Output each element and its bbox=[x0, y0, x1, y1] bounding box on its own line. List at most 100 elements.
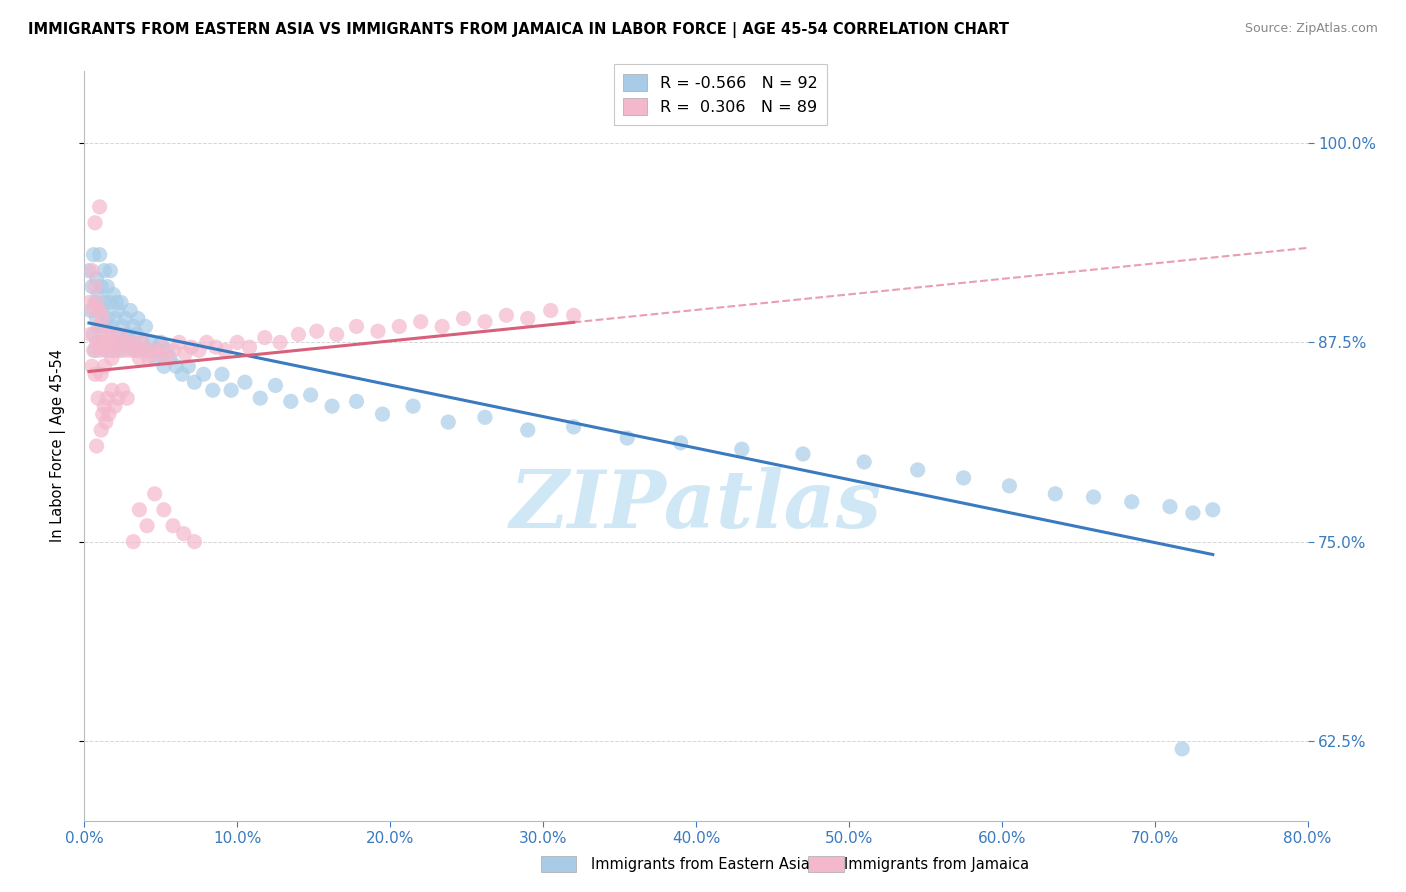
Point bbox=[1045, 487, 1067, 501]
Point bbox=[124, 343, 146, 358]
Point bbox=[150, 340, 173, 354]
Point bbox=[321, 399, 343, 413]
Point bbox=[104, 311, 127, 326]
Point bbox=[112, 343, 135, 358]
Point bbox=[474, 315, 496, 329]
Point bbox=[101, 351, 124, 366]
Point bbox=[1121, 495, 1143, 509]
Point bbox=[89, 200, 111, 214]
Point bbox=[128, 502, 150, 516]
Point bbox=[952, 471, 974, 485]
Point bbox=[388, 319, 411, 334]
Point bbox=[107, 335, 129, 350]
Point bbox=[101, 319, 124, 334]
Point bbox=[86, 439, 108, 453]
Point bbox=[193, 368, 215, 382]
Point bbox=[105, 295, 128, 310]
Point bbox=[346, 319, 368, 334]
Point bbox=[103, 287, 125, 301]
Point bbox=[97, 407, 120, 421]
Point bbox=[80, 279, 103, 293]
Point bbox=[183, 534, 205, 549]
Point bbox=[853, 455, 876, 469]
Point bbox=[84, 216, 107, 230]
Point bbox=[1083, 490, 1105, 504]
Text: Immigrants from Jamaica: Immigrants from Jamaica bbox=[844, 857, 1029, 872]
Point bbox=[233, 376, 256, 390]
Point bbox=[93, 335, 115, 350]
Point bbox=[180, 340, 202, 354]
Point bbox=[122, 335, 145, 350]
Point bbox=[107, 391, 129, 405]
Point bbox=[201, 383, 224, 397]
Point bbox=[83, 303, 105, 318]
Point bbox=[101, 383, 124, 397]
Point bbox=[91, 311, 114, 326]
Point bbox=[96, 343, 118, 358]
Point bbox=[205, 340, 228, 354]
Point bbox=[79, 327, 101, 342]
Point bbox=[219, 383, 242, 397]
Point bbox=[87, 391, 110, 405]
Point bbox=[136, 518, 159, 533]
Point bbox=[172, 368, 194, 382]
Point bbox=[121, 335, 143, 350]
Point bbox=[91, 303, 114, 318]
Point bbox=[84, 279, 107, 293]
Point bbox=[516, 423, 538, 437]
Point bbox=[93, 263, 115, 277]
Point bbox=[91, 335, 114, 350]
Point bbox=[402, 399, 425, 413]
Point bbox=[128, 343, 150, 358]
Point bbox=[77, 263, 100, 277]
Point bbox=[731, 442, 754, 457]
Point bbox=[143, 487, 166, 501]
Point bbox=[156, 343, 179, 358]
Point bbox=[165, 359, 187, 374]
Point bbox=[907, 463, 929, 477]
Point bbox=[128, 351, 150, 366]
Point bbox=[94, 415, 117, 429]
Point bbox=[540, 303, 562, 318]
Point bbox=[280, 394, 302, 409]
Point bbox=[174, 346, 197, 360]
Point bbox=[238, 340, 260, 354]
Point bbox=[83, 327, 105, 342]
Point bbox=[195, 335, 218, 350]
Point bbox=[110, 327, 132, 342]
Point bbox=[89, 343, 111, 358]
Point bbox=[453, 311, 475, 326]
Point bbox=[371, 407, 394, 421]
Point bbox=[669, 435, 692, 450]
Point bbox=[90, 279, 112, 293]
Point bbox=[226, 335, 249, 350]
Point bbox=[77, 295, 100, 310]
Text: ZIPatlas: ZIPatlas bbox=[510, 467, 882, 545]
Point bbox=[98, 327, 121, 342]
Point bbox=[120, 303, 142, 318]
Point bbox=[495, 308, 517, 322]
Point bbox=[1202, 502, 1225, 516]
Point bbox=[122, 319, 145, 334]
Point bbox=[103, 335, 125, 350]
Point bbox=[474, 410, 496, 425]
Point bbox=[1159, 500, 1181, 514]
Point bbox=[159, 351, 181, 366]
Point bbox=[253, 330, 276, 344]
Point bbox=[305, 324, 328, 338]
Point bbox=[80, 359, 103, 374]
Point bbox=[516, 311, 538, 326]
Point bbox=[562, 308, 585, 322]
Point bbox=[430, 319, 453, 334]
Point bbox=[188, 343, 211, 358]
Point bbox=[138, 351, 160, 366]
Point bbox=[94, 343, 117, 358]
Point bbox=[87, 319, 110, 334]
Point bbox=[562, 420, 585, 434]
Y-axis label: In Labor Force | Age 45-54: In Labor Force | Age 45-54 bbox=[49, 350, 66, 542]
Point bbox=[111, 383, 134, 397]
Point bbox=[101, 343, 124, 358]
Point bbox=[86, 271, 108, 285]
Point bbox=[86, 311, 108, 326]
Point bbox=[84, 295, 107, 310]
